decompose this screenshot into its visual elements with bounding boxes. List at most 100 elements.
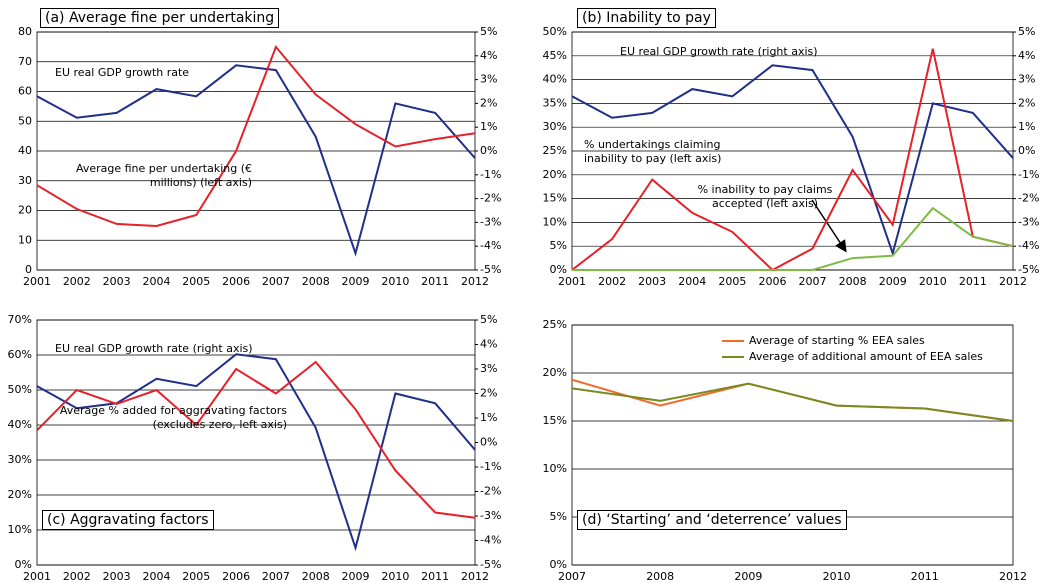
y-tick-label: 40% — [8, 418, 32, 431]
y2-tick-label: -4% — [480, 534, 501, 547]
y-tick-label: 10 — [18, 233, 32, 246]
x-tick-label: 2001 — [23, 570, 51, 583]
legend: Average of starting % EEA sales Average o… — [722, 333, 983, 365]
series-line — [572, 206, 1014, 271]
y-tick-label: 0% — [550, 263, 567, 276]
y2-tick-label: 3% — [480, 73, 497, 86]
series-label: Average % added for aggravating factors … — [59, 404, 287, 431]
y2-tick-label: 2% — [480, 96, 497, 109]
y2-tick-label: 4% — [480, 49, 497, 62]
x-tick-label: 2002 — [598, 275, 626, 288]
x-tick-label: 2012 — [461, 275, 489, 288]
series-line — [571, 382, 1014, 422]
panel-title: (a) Average fine per undertaking — [40, 8, 280, 28]
y2-tick-label: 3% — [480, 362, 497, 375]
series-label: EU real GDP growth rate (right axis) — [55, 342, 253, 355]
y-tick-label: 50 — [18, 114, 32, 127]
y2-tick-label: 4% — [480, 338, 497, 351]
y2-tick-label: -3% — [1018, 215, 1039, 228]
x-tick-label: 2009 — [342, 275, 370, 288]
x-tick-label: 2011 — [911, 570, 939, 583]
x-tick-label: 2011 — [421, 275, 449, 288]
series-line — [571, 64, 1014, 257]
y-tick-label: 40 — [18, 144, 32, 157]
x-tick-label: 2003 — [103, 275, 131, 288]
plot-frame — [36, 319, 476, 566]
y2-tick-label: 0% — [480, 436, 497, 449]
series-line — [36, 44, 476, 228]
y-tick-label: 35% — [543, 96, 567, 109]
series-label: % inability to pay claims accepted (left… — [697, 183, 833, 210]
x-tick-label: 2007 — [262, 275, 290, 288]
y2-tick-label: -3% — [480, 509, 501, 522]
y-tick-label: 60 — [18, 85, 32, 98]
y2-tick-label: -2% — [480, 485, 501, 498]
x-tick-label: 2004 — [142, 570, 170, 583]
y2-tick-label: 3% — [1018, 73, 1035, 86]
y-tick-label: 40% — [543, 73, 567, 86]
y-tick-label: 10% — [8, 523, 32, 536]
y-tick-label: 80 — [18, 25, 32, 38]
y2-tick-label: 1% — [480, 120, 497, 133]
x-tick-label: 2006 — [222, 570, 250, 583]
y2-tick-label: 4% — [1018, 49, 1035, 62]
series-line — [571, 48, 1014, 272]
series-label: EU real GDP growth rate (right axis) — [620, 45, 818, 58]
y-tick-label: 50% — [543, 25, 567, 38]
y2-tick-label: -4% — [480, 239, 501, 252]
x-tick-label: 2001 — [23, 275, 51, 288]
y-tick-label: 25% — [543, 144, 567, 157]
x-tick-label: 2002 — [63, 275, 91, 288]
x-tick-label: 2008 — [646, 570, 674, 583]
y2-tick-label: 1% — [480, 411, 497, 424]
x-tick-label: 2010 — [381, 275, 409, 288]
x-tick-label: 2008 — [839, 275, 867, 288]
y2-tick-label: -5% — [1018, 263, 1039, 276]
y-tick-label: 25% — [543, 318, 567, 331]
y2-tick-label: -3% — [480, 215, 501, 228]
y2-tick-label: 2% — [480, 387, 497, 400]
x-tick-label: 2010 — [823, 570, 851, 583]
y-tick-label: 30 — [18, 174, 32, 187]
y-tick-label: 0% — [550, 558, 567, 571]
x-tick-label: 2001 — [558, 275, 586, 288]
x-tick-label: 2008 — [302, 570, 330, 583]
x-tick-label: 2010 — [381, 570, 409, 583]
y2-tick-label: 2% — [1018, 96, 1035, 109]
x-tick-label: 2011 — [421, 570, 449, 583]
y-tick-label: 20% — [543, 366, 567, 379]
y-tick-label: 0% — [15, 558, 32, 571]
y-tick-label: 45% — [543, 49, 567, 62]
y2-tick-label: -1% — [480, 168, 501, 181]
x-tick-label: 2010 — [919, 275, 947, 288]
y2-tick-label: -5% — [480, 263, 501, 276]
y-tick-label: 30% — [543, 120, 567, 133]
x-tick-label: 2011 — [959, 275, 987, 288]
x-tick-label: 2007 — [558, 570, 586, 583]
x-tick-label: 2009 — [734, 570, 762, 583]
series-label: Average fine per undertaking (€ millions… — [75, 162, 252, 189]
x-tick-label: 2003 — [103, 570, 131, 583]
y-tick-label: 10% — [543, 215, 567, 228]
y-tick-label: 0 — [25, 263, 32, 276]
legend-label: Average of additional amount of EEA sale… — [749, 350, 983, 363]
x-tick-label: 2009 — [342, 570, 370, 583]
y2-tick-label: 0% — [1018, 144, 1035, 157]
x-tick-label: 2002 — [63, 570, 91, 583]
y2-tick-label: 5% — [480, 313, 497, 326]
legend-swatch — [722, 356, 744, 358]
x-tick-label: 2006 — [222, 275, 250, 288]
arrow — [811, 199, 847, 253]
x-tick-label: 2004 — [142, 275, 170, 288]
x-tick-label: 2007 — [262, 570, 290, 583]
x-tick-label: 2012 — [999, 570, 1027, 583]
series-line — [36, 353, 476, 552]
legend-swatch — [722, 340, 744, 342]
series-label: % undertakings claiming inability to pay… — [584, 138, 722, 165]
plot-frame — [36, 31, 476, 271]
x-tick-label: 2009 — [879, 275, 907, 288]
panel-title: (c) Aggravating factors — [42, 510, 214, 530]
x-tick-label: 2005 — [182, 275, 210, 288]
series-label: EU real GDP growth rate — [55, 66, 190, 79]
